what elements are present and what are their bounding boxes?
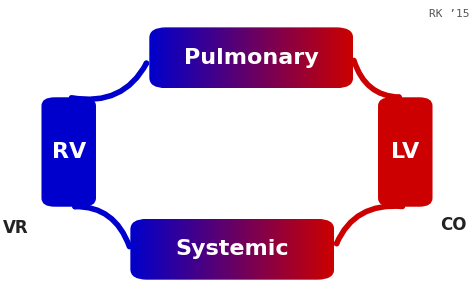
Text: LV: LV: [391, 142, 419, 162]
FancyBboxPatch shape: [378, 97, 432, 207]
FancyArrowPatch shape: [72, 63, 146, 99]
Text: CO: CO: [441, 216, 467, 234]
Text: RK ’15: RK ’15: [429, 9, 469, 19]
Text: VR: VR: [2, 219, 28, 237]
Text: Pulmonary: Pulmonary: [184, 48, 319, 68]
Text: RV: RV: [52, 142, 86, 162]
FancyArrowPatch shape: [354, 60, 399, 97]
FancyBboxPatch shape: [41, 97, 96, 207]
FancyArrowPatch shape: [75, 206, 129, 247]
FancyArrowPatch shape: [337, 206, 402, 244]
Text: Systemic: Systemic: [175, 239, 289, 259]
